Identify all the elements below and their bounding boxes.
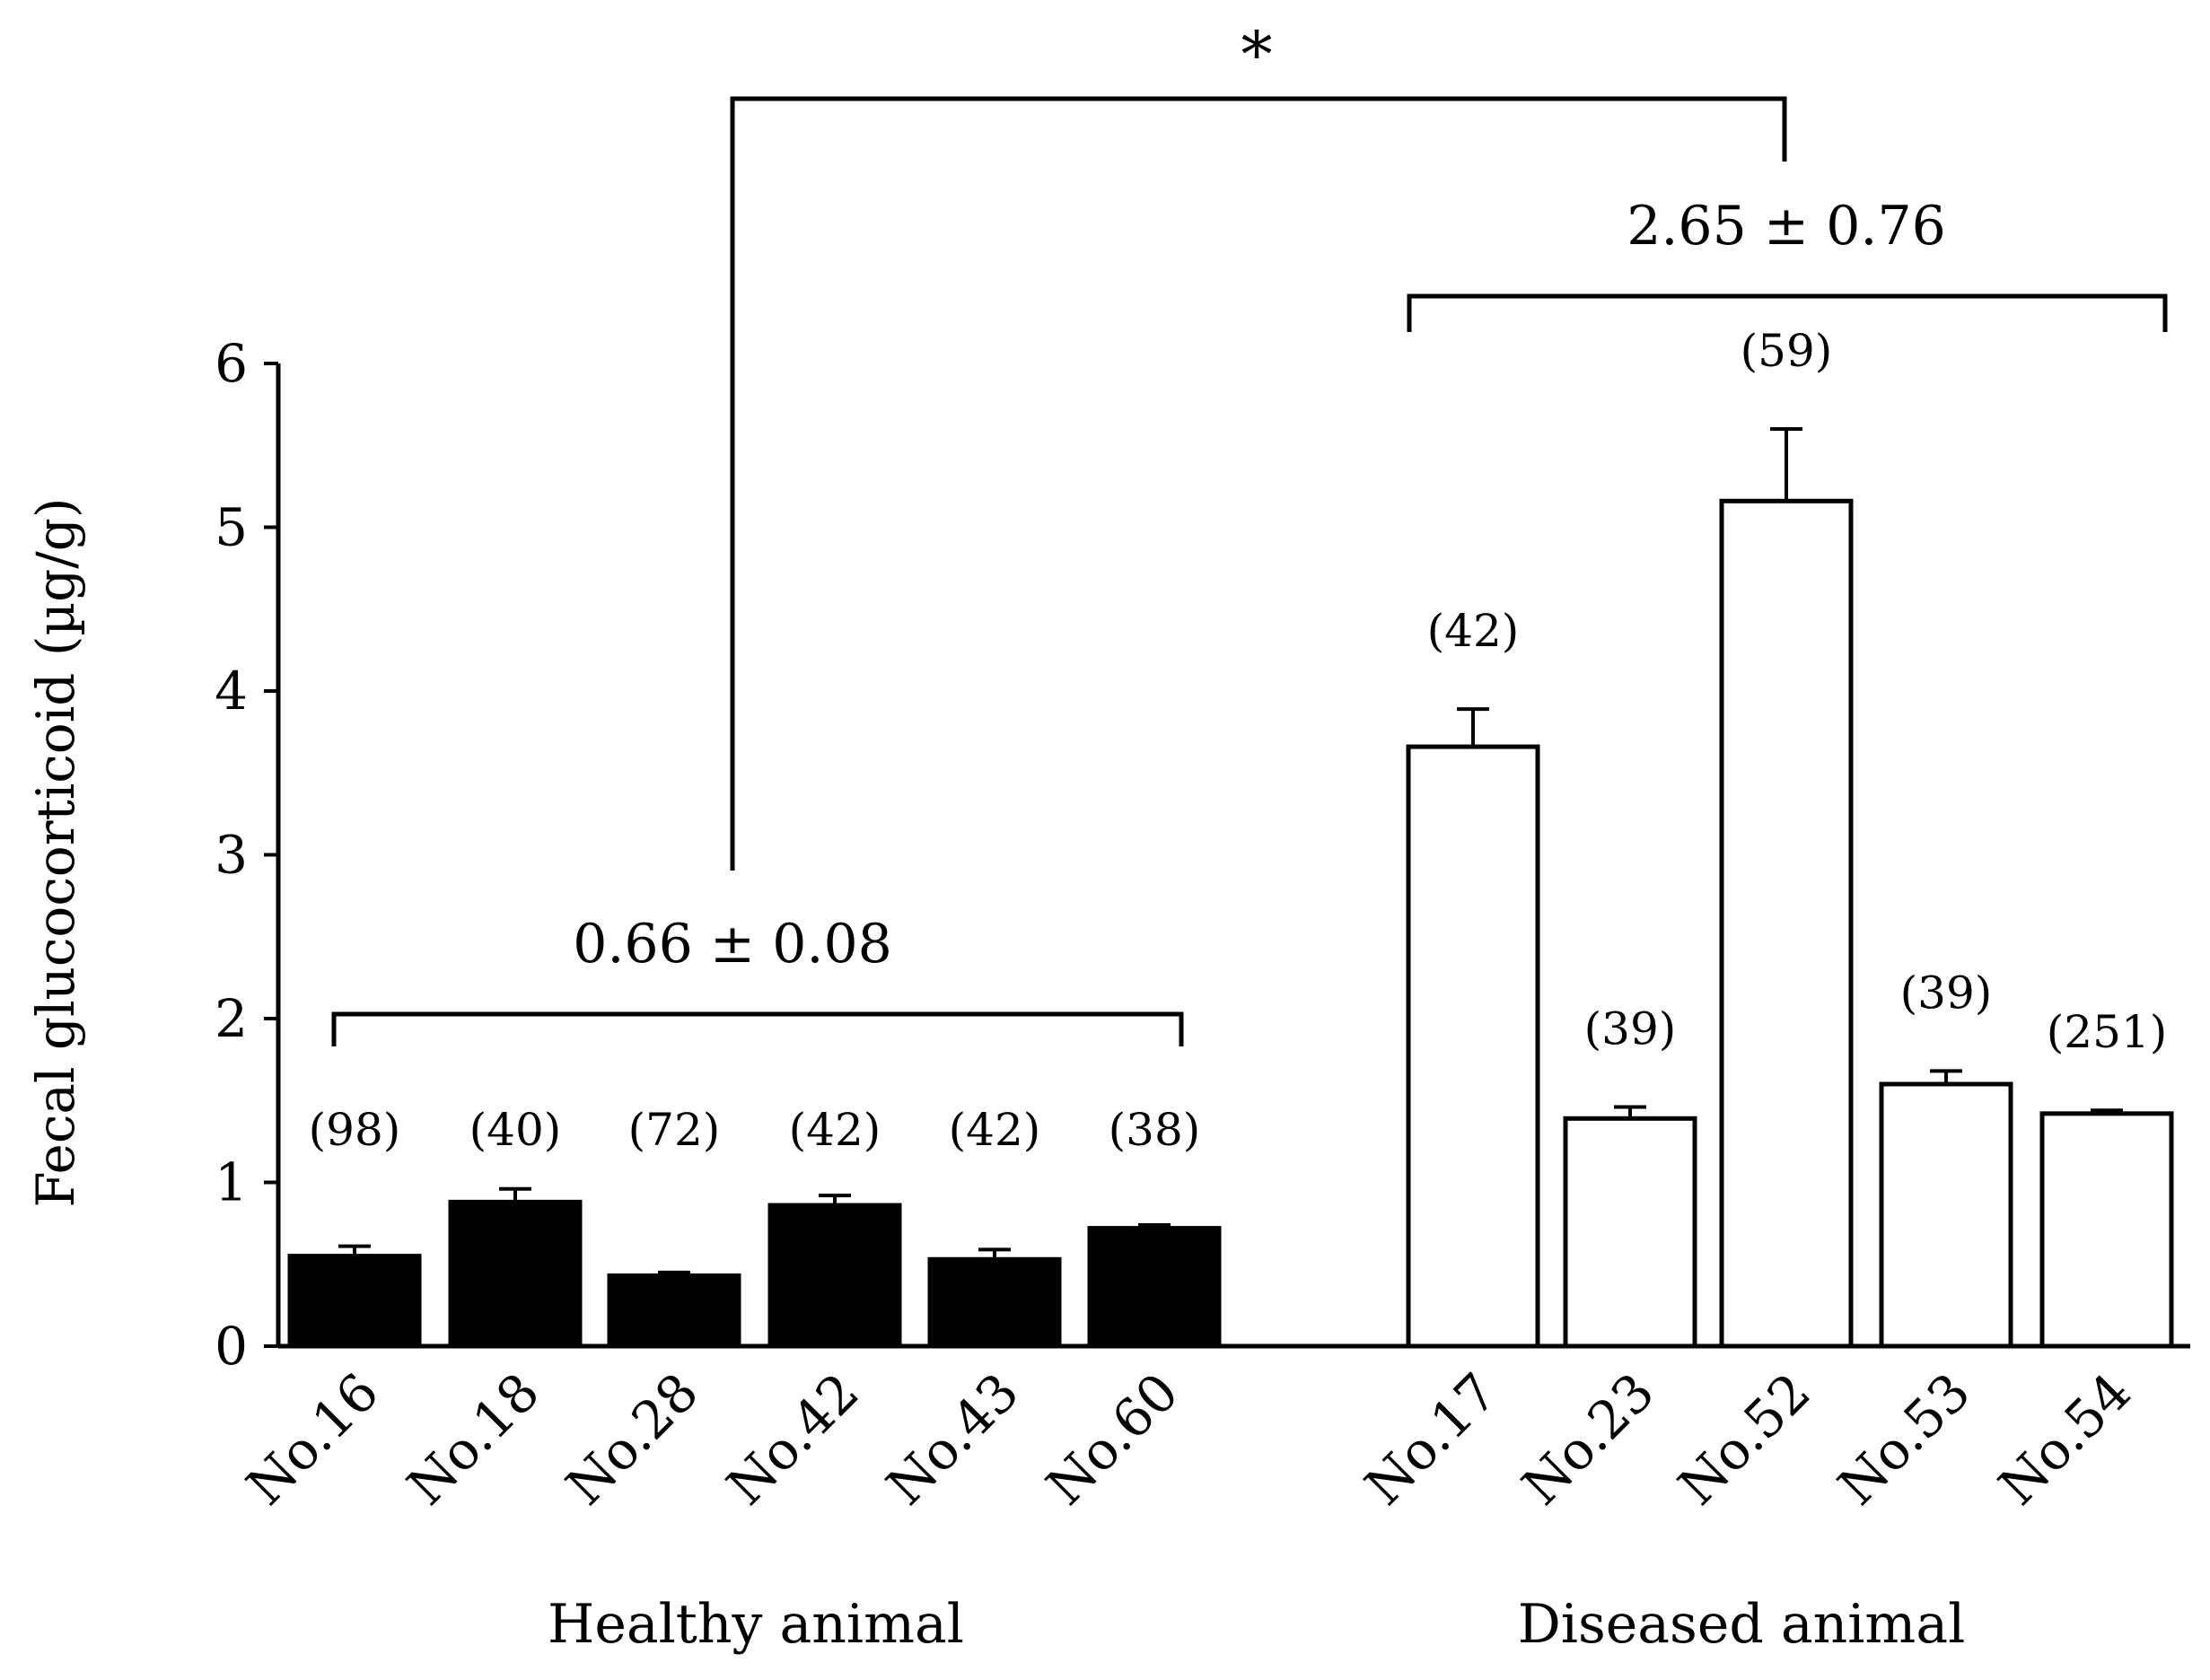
brackets: [331, 96, 2168, 1046]
bar: [607, 1273, 741, 1349]
bar: [2039, 1111, 2174, 1349]
n-label: (38): [1109, 1104, 1201, 1156]
category-label: No.43: [875, 1361, 1030, 1517]
group-bracket-diseased: [1407, 293, 2168, 332]
bars: (98) No.16 (40) No.18 (72) No.28 (42) No.42 (42)…: [235, 325, 2174, 1517]
category-label: No.28: [555, 1361, 710, 1517]
category-label: No.60: [1035, 1361, 1190, 1517]
group-bracket-healthy: [331, 1011, 1184, 1046]
n-label: (98): [309, 1104, 401, 1156]
y-tick-label: 1: [215, 1152, 248, 1213]
group-label-diseased: Diseased animal: [1518, 1593, 1966, 1656]
bar: [927, 1256, 1062, 1349]
bar: [1563, 1116, 1697, 1349]
category-label: No.53: [1827, 1361, 1982, 1517]
category-label: No.17: [1354, 1361, 1509, 1517]
y-tick-label: 5: [215, 497, 248, 558]
bar: [287, 1254, 422, 1349]
y-tick-label: 3: [215, 825, 248, 886]
n-label: (59): [1741, 325, 1833, 377]
significance-star: *: [1241, 18, 1273, 92]
category-label: No.52: [1667, 1361, 1822, 1517]
group-summary-diseased: 2.65 ± 0.76: [1627, 195, 1946, 258]
bar: [1087, 1226, 1222, 1349]
n-label: (42): [789, 1104, 881, 1156]
category-label: No.23: [1511, 1361, 1666, 1517]
n-label: (39): [1584, 1003, 1677, 1055]
category-label: No.18: [396, 1361, 551, 1517]
n-label: (42): [949, 1104, 1041, 1156]
n-label: (39): [1900, 967, 1993, 1019]
category-label: No.16: [235, 1361, 390, 1517]
significance-bracket: [730, 96, 1787, 871]
category-label: No.54: [1987, 1361, 2143, 1517]
group-label-healthy: Healthy animal: [548, 1593, 964, 1656]
n-label: (72): [628, 1104, 721, 1156]
y-axis-label: Fecal glucocorticoid (µg/g): [25, 497, 86, 1207]
y-tick-label: 6: [215, 333, 248, 394]
bar: [448, 1199, 583, 1349]
y-tick-label: 2: [215, 988, 248, 1049]
y-tick-label: 4: [215, 661, 248, 722]
category-label: No.42: [715, 1361, 871, 1517]
n-label: (42): [1427, 605, 1520, 657]
n-label: (40): [469, 1104, 562, 1156]
y-tick-label: 0: [215, 1316, 248, 1377]
bar: [1879, 1081, 2013, 1349]
bar: [1719, 498, 1854, 1349]
axes: 0 1 2 3 4 5 6: [215, 333, 2190, 1377]
bar: [767, 1203, 902, 1349]
n-label: (251): [2047, 1006, 2167, 1058]
group-summary-healthy: 0.66 ± 0.08: [573, 913, 892, 976]
bar: [1406, 744, 1540, 1349]
